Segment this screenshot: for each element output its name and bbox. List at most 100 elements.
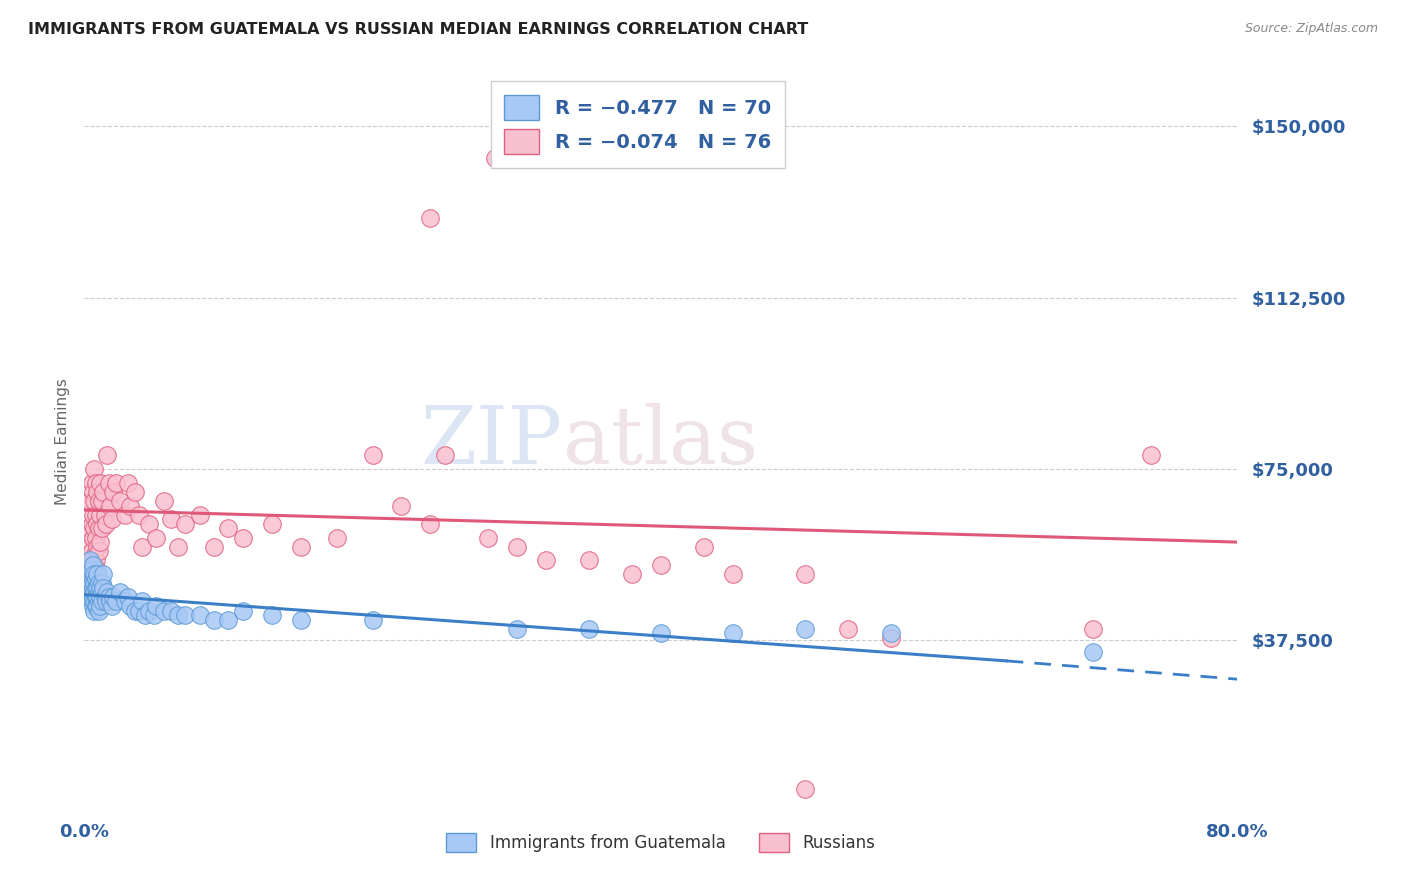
Point	[98, 499, 121, 513]
Legend: Immigrants from Guatemala, Russians: Immigrants from Guatemala, Russians	[440, 826, 882, 859]
Point	[89, 581, 111, 595]
Point	[86, 581, 108, 595]
Point	[419, 211, 441, 225]
Point	[98, 594, 121, 608]
Point	[721, 626, 744, 640]
Point	[84, 553, 107, 567]
Point	[86, 567, 108, 582]
Point	[131, 594, 153, 608]
Point	[880, 626, 903, 640]
Point	[84, 531, 107, 545]
Point	[83, 494, 105, 508]
Point	[105, 475, 128, 490]
Point	[82, 581, 104, 595]
Point	[110, 585, 132, 599]
Point	[83, 567, 105, 582]
Point	[290, 540, 312, 554]
Point	[534, 553, 557, 567]
Point	[361, 448, 384, 462]
Point	[91, 581, 114, 595]
Point	[84, 599, 107, 613]
Point	[188, 508, 211, 522]
Text: atlas: atlas	[562, 402, 758, 481]
Point	[87, 576, 110, 591]
Point	[82, 558, 104, 572]
Point	[84, 590, 107, 604]
Point	[89, 508, 111, 522]
Point	[152, 494, 174, 508]
Point	[117, 590, 139, 604]
Point	[145, 531, 167, 545]
Point	[880, 631, 903, 645]
Point	[82, 531, 104, 545]
Point	[232, 531, 254, 545]
Point	[84, 508, 107, 522]
Text: Source: ZipAtlas.com: Source: ZipAtlas.com	[1244, 22, 1378, 36]
Point	[82, 484, 104, 499]
Point	[83, 604, 105, 618]
Point	[260, 516, 283, 531]
Point	[83, 576, 105, 591]
Point	[80, 576, 103, 591]
Point	[160, 512, 183, 526]
Point	[128, 604, 150, 618]
Point	[160, 604, 183, 618]
Point	[138, 604, 160, 618]
Point	[506, 622, 529, 636]
Point	[202, 540, 225, 554]
Point	[218, 613, 240, 627]
Point	[167, 540, 190, 554]
Point	[477, 531, 499, 545]
Point	[110, 494, 132, 508]
Point	[80, 594, 103, 608]
Point	[138, 516, 160, 531]
Point	[131, 540, 153, 554]
Point	[837, 622, 859, 636]
Point	[361, 613, 384, 627]
Point	[1083, 645, 1105, 659]
Point	[82, 572, 104, 586]
Point	[650, 626, 672, 640]
Point	[114, 594, 136, 608]
Point	[290, 613, 312, 627]
Point	[90, 585, 112, 599]
Point	[83, 462, 105, 476]
Point	[89, 599, 111, 613]
Point	[124, 604, 146, 618]
Point	[93, 590, 115, 604]
Point	[794, 622, 817, 636]
Point	[693, 540, 716, 554]
Point	[90, 494, 112, 508]
Point	[325, 531, 347, 545]
Point	[89, 535, 111, 549]
Point	[86, 484, 108, 499]
Point	[82, 508, 104, 522]
Point	[83, 585, 105, 599]
Point	[142, 608, 165, 623]
Point	[82, 553, 104, 567]
Point	[89, 590, 111, 604]
Y-axis label: Median Earnings: Median Earnings	[55, 378, 70, 505]
Point	[79, 590, 101, 604]
Text: ZIP: ZIP	[420, 402, 562, 481]
Point	[90, 594, 112, 608]
Point	[84, 475, 107, 490]
Point	[86, 562, 108, 576]
Point	[79, 576, 101, 591]
Point	[80, 516, 103, 531]
Point	[578, 622, 600, 636]
Point	[103, 484, 124, 499]
Point	[77, 585, 100, 599]
Point	[124, 484, 146, 499]
Point	[83, 521, 105, 535]
Point	[120, 499, 142, 513]
Point	[128, 508, 150, 522]
Point	[120, 599, 142, 613]
Point	[84, 572, 107, 586]
Point	[97, 475, 120, 490]
Point	[87, 585, 110, 599]
Point	[145, 599, 167, 613]
Point	[87, 521, 110, 535]
Point	[87, 494, 110, 508]
Point	[96, 448, 118, 462]
